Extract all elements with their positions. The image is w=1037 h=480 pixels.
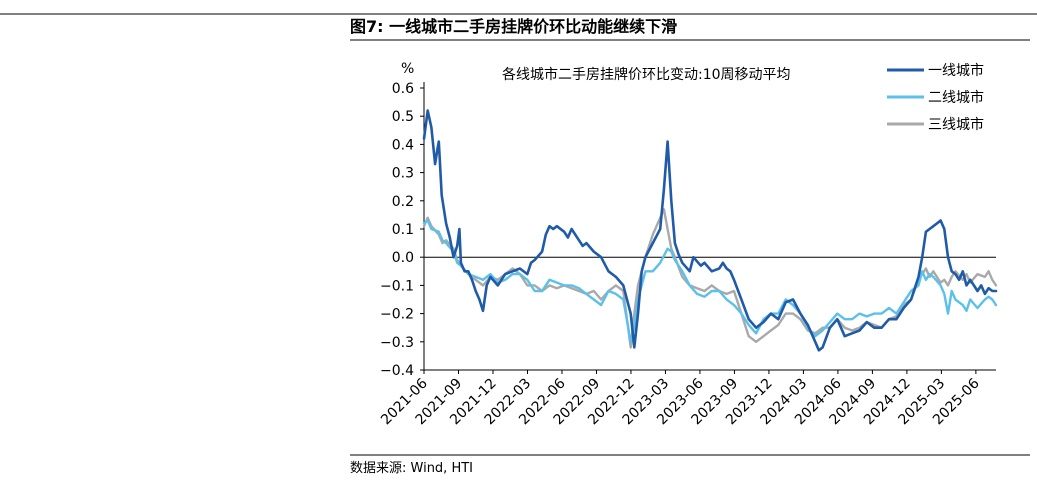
y-tick-label: −0.4 xyxy=(380,363,414,379)
y-tick-label: 0.3 xyxy=(392,166,414,182)
y-tick-label: −0.1 xyxy=(380,278,414,294)
y-unit-label: % xyxy=(401,61,414,77)
y-tick-label: −0.3 xyxy=(380,335,414,351)
legend-label: 三线城市 xyxy=(928,116,984,133)
y-tick-label: −0.2 xyxy=(380,307,414,323)
y-tick-label: 0.5 xyxy=(392,109,414,125)
source-note: 数据来源: Wind, HTI xyxy=(350,461,473,476)
y-tick-label: 0.0 xyxy=(392,250,414,266)
series-line-2 xyxy=(422,219,998,343)
y-tick-label: 0.2 xyxy=(392,194,414,210)
series-line-3 xyxy=(422,208,998,349)
y-tick-label: 0.4 xyxy=(392,137,414,153)
y-ticks: 0.6 0.5 0.4 0.3 0.2 0.1 0.0 −0.1 −0.2 −0.3 −0.4 xyxy=(380,81,424,379)
legend-label: 二线城市 xyxy=(928,89,984,106)
x-ticks: 2021-062021-092021-122022-032022-062022-… xyxy=(378,370,983,428)
chart-title: 各线城市二手房挂牌价环比变动:10周移动平均 xyxy=(502,66,791,83)
series-lines xyxy=(422,109,998,352)
series-line-1 xyxy=(422,109,998,352)
figure-title: 图7: 一线城市二手房挂牌价环比动能继续下滑 xyxy=(350,17,677,36)
legend-label: 一线城市 xyxy=(928,62,984,79)
y-tick-label: 0.6 xyxy=(392,81,414,97)
y-tick-label: 0.1 xyxy=(392,222,414,238)
